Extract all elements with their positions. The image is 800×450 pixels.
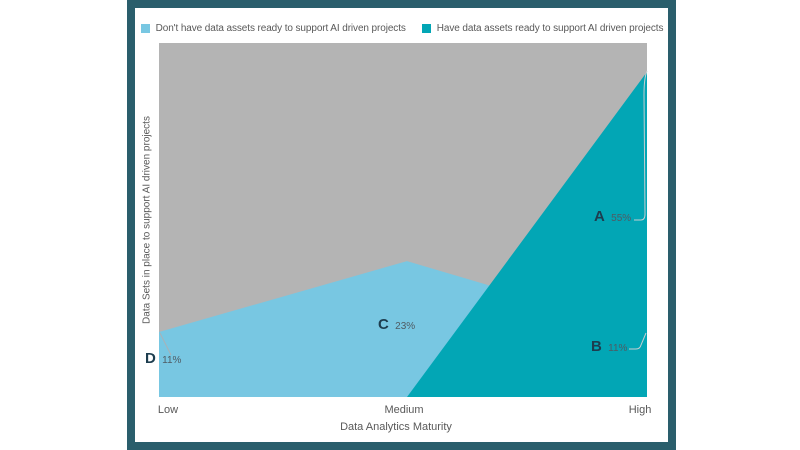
annotation-letter: D bbox=[145, 350, 157, 367]
annotation-value: 23% bbox=[395, 321, 416, 332]
annotation-b: B 11% bbox=[591, 338, 627, 355]
annotation-c: C 23% bbox=[378, 316, 415, 333]
legend-label: Don't have data assets ready to support … bbox=[155, 22, 406, 34]
x-axis-title: Data Analytics Maturity bbox=[340, 421, 452, 433]
x-tick-high: High bbox=[628, 404, 652, 416]
annotation-value: 11% bbox=[162, 355, 182, 366]
annotation-a: A 55% bbox=[594, 208, 631, 225]
legend-item-have-data-assets: Have data assets ready to support AI dri… bbox=[421, 22, 664, 34]
legend-item-dont-have-data-assets: Don't have data assets ready to support … bbox=[140, 22, 406, 34]
legend-label: Have data assets ready to support AI dri… bbox=[436, 22, 664, 34]
legend-swatch-teal-icon bbox=[421, 23, 431, 33]
chart-legend: Don't have data assets ready to support … bbox=[136, 20, 668, 36]
x-tick-medium: Medium bbox=[384, 404, 424, 416]
annotation-value: 11% bbox=[608, 343, 628, 354]
annotation-letter: B bbox=[591, 338, 603, 355]
y-axis-title: Data Sets in place to support AI driven … bbox=[141, 116, 153, 324]
x-tick-low: Low bbox=[157, 404, 179, 416]
annotation-letter: A bbox=[594, 208, 606, 225]
annotation-d: D 11% bbox=[145, 350, 181, 367]
legend-swatch-light-blue-icon bbox=[140, 23, 150, 33]
chart-card-frame bbox=[127, 0, 676, 450]
annotation-value: 55% bbox=[611, 213, 632, 224]
annotation-letter: C bbox=[378, 316, 390, 333]
